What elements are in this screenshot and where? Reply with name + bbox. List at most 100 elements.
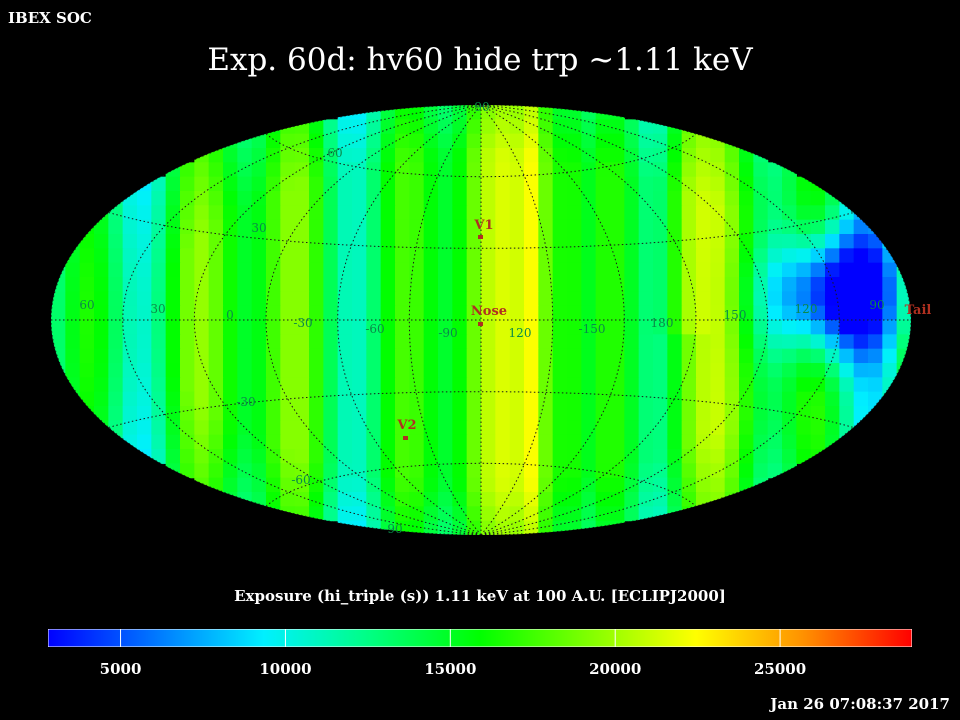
exposure-cell bbox=[810, 391, 826, 407]
exposure-cell bbox=[696, 334, 711, 350]
exposure-cell bbox=[552, 477, 568, 493]
exposure-cell bbox=[624, 434, 640, 450]
exposure-cell bbox=[724, 449, 740, 464]
exposure-cell bbox=[882, 377, 898, 393]
marker-v2-label: V2 bbox=[396, 418, 416, 433]
exposure-cell bbox=[481, 463, 496, 479]
exposure-cell bbox=[94, 406, 109, 421]
exposure-cell bbox=[266, 133, 281, 149]
exposure-cell bbox=[280, 320, 296, 335]
exposure-cell bbox=[767, 391, 783, 407]
exposure-cell bbox=[337, 463, 353, 479]
exposure-cell bbox=[825, 420, 840, 436]
exposure-cell bbox=[868, 262, 883, 278]
exposure-cell bbox=[323, 133, 339, 149]
exposure-cell bbox=[538, 248, 554, 264]
exposure-cell bbox=[352, 305, 367, 321]
exposure-cell bbox=[438, 506, 453, 522]
exposure-cell bbox=[524, 320, 539, 335]
exposure-cell bbox=[51, 348, 66, 364]
exposure-cell bbox=[352, 176, 367, 192]
exposure-cell bbox=[495, 406, 511, 421]
exposure-cell bbox=[767, 162, 783, 178]
exposure-cell bbox=[208, 391, 224, 407]
exposure-cell bbox=[337, 119, 353, 135]
exposure-cell bbox=[223, 205, 238, 221]
exposure-cell bbox=[423, 191, 439, 206]
exposure-cell bbox=[294, 406, 310, 421]
exposure-cell bbox=[208, 191, 224, 206]
exposure-cell bbox=[380, 334, 396, 350]
exposure-cell bbox=[567, 133, 582, 149]
exposure-cell bbox=[481, 291, 496, 307]
exposure-cell bbox=[280, 391, 296, 407]
exposure-cell bbox=[810, 248, 826, 264]
exposure-cell bbox=[696, 291, 711, 307]
exposure-cell bbox=[79, 277, 95, 292]
exposure-cell bbox=[724, 463, 740, 479]
exposure-cell bbox=[796, 248, 812, 264]
exposure-cell bbox=[567, 463, 582, 479]
exposure-cell bbox=[581, 363, 597, 378]
exposure-cell bbox=[810, 234, 826, 249]
exposure-cell bbox=[868, 219, 883, 235]
exposure-cell bbox=[595, 148, 611, 163]
exposure-cell bbox=[194, 205, 210, 221]
exposure-cell bbox=[337, 291, 353, 307]
exposure-cell bbox=[653, 119, 668, 135]
exposure-cell bbox=[667, 162, 683, 178]
exposure-cell bbox=[266, 377, 281, 393]
exposure-cell bbox=[294, 277, 310, 292]
exposure-cell bbox=[223, 191, 238, 206]
exposure-cell bbox=[782, 162, 797, 178]
exposure-cell bbox=[323, 463, 339, 479]
exposure-cell bbox=[122, 262, 138, 278]
exposure-cell bbox=[79, 391, 95, 407]
exposure-cell bbox=[294, 219, 310, 235]
exposure-cell bbox=[739, 176, 754, 192]
exposure-cell bbox=[538, 262, 554, 278]
exposure-cell bbox=[782, 262, 797, 278]
exposure-cell bbox=[251, 463, 267, 479]
exposure-cell bbox=[309, 234, 324, 249]
exposure-cell bbox=[782, 205, 797, 221]
exposure-cell bbox=[266, 291, 281, 307]
exposure-cell bbox=[94, 305, 109, 321]
exposure-cell bbox=[280, 377, 296, 393]
exposure-cell bbox=[524, 162, 539, 178]
lat-label-minus-60: -60 bbox=[291, 473, 310, 487]
exposure-cell bbox=[552, 492, 568, 507]
exposure-cell bbox=[495, 477, 511, 493]
exposure-cell bbox=[638, 248, 654, 264]
exposure-cell bbox=[380, 348, 396, 364]
exposure-cell bbox=[868, 248, 883, 264]
exposure-cell bbox=[610, 434, 625, 450]
exposure-cell bbox=[624, 305, 640, 321]
exposure-cell bbox=[667, 463, 683, 479]
exposure-cell bbox=[638, 291, 654, 307]
exposure-cell bbox=[524, 477, 539, 493]
exposure-cell bbox=[810, 191, 826, 206]
exposure-cell bbox=[653, 234, 668, 249]
exposure-cell bbox=[309, 277, 324, 292]
exposure-cell bbox=[796, 191, 812, 206]
exposure-cell bbox=[509, 391, 525, 407]
exposure-cell bbox=[94, 234, 109, 249]
exposure-cell bbox=[466, 291, 482, 307]
exposure-cell bbox=[79, 234, 95, 249]
exposure-cell bbox=[610, 162, 625, 178]
exposure-cell bbox=[438, 377, 453, 393]
latitude-line bbox=[265, 133, 697, 178]
exposure-cell bbox=[366, 449, 382, 464]
exposure-cell bbox=[610, 363, 625, 378]
exposure-cell bbox=[395, 133, 410, 149]
exposure-cell bbox=[696, 219, 711, 235]
exposure-cell bbox=[696, 434, 711, 450]
exposure-cell bbox=[466, 133, 482, 149]
exposure-cell bbox=[853, 277, 869, 292]
exposure-cell bbox=[481, 119, 496, 135]
exposure-cell bbox=[352, 449, 367, 464]
exposure-cell bbox=[796, 420, 812, 436]
exposure-cell bbox=[610, 406, 625, 421]
exposure-cell bbox=[509, 205, 525, 221]
